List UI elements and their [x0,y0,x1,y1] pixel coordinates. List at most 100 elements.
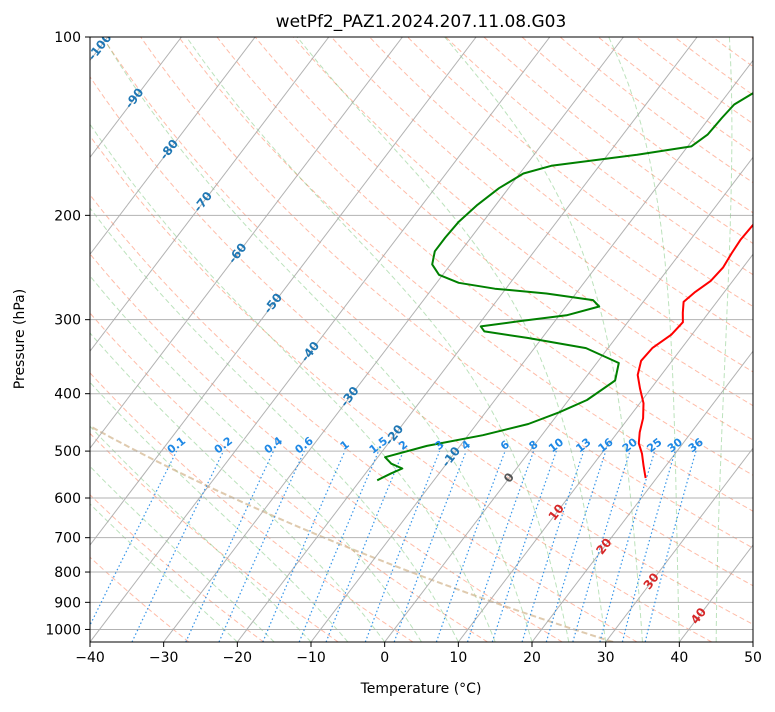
x-tick-label: 10 [449,650,467,666]
isotherm-label: -100 [85,31,115,63]
y-tick-label: 700 [54,531,81,547]
isotherm-line [16,37,476,642]
isotherm-line [532,37,775,642]
dry-adiabat-line [408,37,775,642]
dry-adiabat-line [713,37,775,642]
moist-adiabat-line [609,37,680,642]
dry-adiabat-line [0,37,338,642]
mixing-ratio-line [645,451,696,642]
dry-adiabat-line [446,37,775,642]
mixing-ratio-line [219,451,304,642]
mixing-ratio-line [436,451,505,642]
y-tick-label: 1000 [45,622,81,638]
mixing-ratio-label: 0.4 [262,434,286,456]
dry-adiabat-line [522,37,775,642]
moist-adiabat-line [0,37,458,642]
isotherm-label: 20 [593,536,614,558]
isotherm-label: -90 [122,85,146,111]
x-tick-label: −10 [296,650,326,666]
isotherm-label: -50 [261,291,285,317]
y-tick-label: 200 [54,208,81,224]
x-tick-label: 50 [744,650,762,666]
mixing-ratio-label: 0.2 [212,434,235,456]
mixing-ratio-label: 0.6 [292,434,316,456]
x-tick-label: 0 [380,650,389,666]
isotherm-line [0,37,255,642]
dry-adiabat-line [64,37,775,642]
mixing-ratio-line [326,451,403,642]
dewpoint-profile-line [377,37,775,480]
mixing-ratio-label: 10 [546,435,566,455]
isotherm-label: 30 [641,570,662,592]
dry-adiabat-line [0,37,189,642]
y-tick-label: 800 [54,565,81,581]
dry-adiabat-line [141,37,775,642]
mixing-ratio-label: 6 [498,438,512,453]
x-tick-label: 40 [670,650,688,666]
dry-adiabat-line [751,37,775,642]
isotherm-line [237,37,697,642]
dry-adiabat-line [331,37,775,642]
x-tick-label: −20 [223,650,253,666]
y-tick-label: 100 [54,30,81,46]
x-tick-label: 30 [597,650,615,666]
y-tick-label: 600 [54,491,81,507]
isotherm-line [679,37,775,642]
y-tick-label: 300 [54,313,81,329]
isotherm-label: 0 [501,470,517,485]
dry-adiabat-line [0,37,562,642]
isotherm-label: -80 [157,137,181,163]
moist-adiabat-line [297,37,606,642]
dry-adiabat-line [675,37,775,642]
profile-lines [377,37,775,480]
mixing-ratio-label: 20 [620,435,640,455]
mixing-ratio-label: 30 [665,435,685,455]
mixing-ratio-label: 13 [574,436,594,456]
dry-adiabat-line [0,37,413,642]
mixing-ratio-line [622,451,675,642]
y-axis-label: Pressure (hPa) [12,289,28,389]
mixing-ratio-line [394,451,466,642]
mixing-ratio-label: 4 [459,438,473,453]
isotherm-line [0,37,402,642]
isotherm-line [753,37,775,642]
dry-adiabat-line [0,37,264,642]
moist-adiabat-line [445,37,643,642]
mixing-ratio-label: 36 [686,435,706,455]
moist-adiabat-line [186,37,568,642]
mixing-ratio-line [299,451,378,642]
y-tick-label: 400 [54,387,81,403]
x-tick-label: 20 [523,650,541,666]
background-lines [0,37,775,642]
dry-adiabat-line [0,37,488,642]
isotherm-line [90,37,550,642]
y-tick-label: 900 [54,595,81,611]
dry-adiabat-line [636,37,775,642]
x-tick-label: −30 [149,650,179,666]
isotherm-line [164,37,624,642]
mixing-ratio-line [132,451,224,642]
mixing-ratio-label: 0.1 [165,434,188,456]
mixing-ratio-label: 3 [432,438,446,453]
moist-adiabat-line [0,62,385,643]
moist-adiabat-line [38,37,496,642]
moist-adiabat-line [0,124,274,642]
x-tick-label: −40 [75,650,105,666]
plot-frame [90,37,753,642]
moist-adiabat-line [716,37,732,642]
mixing-ratio-label: 1 [338,438,352,453]
isotherm-label: -30 [337,384,361,410]
isotherm-label: -40 [298,339,322,365]
x-axis-label: Temperature (°C) [360,681,482,697]
dry-adiabat-line [179,37,775,642]
mixing-ratio-label: 25 [645,436,665,456]
isotherm-label: -60 [225,240,249,266]
isotherm-line [0,37,329,642]
moist-adiabat-line [0,105,311,643]
chart-title: wetPf2_PAZ1.2024.207.11.08.G03 [276,12,567,32]
isotherm-label: 40 [688,605,709,627]
y-tick-label: 500 [54,444,81,460]
